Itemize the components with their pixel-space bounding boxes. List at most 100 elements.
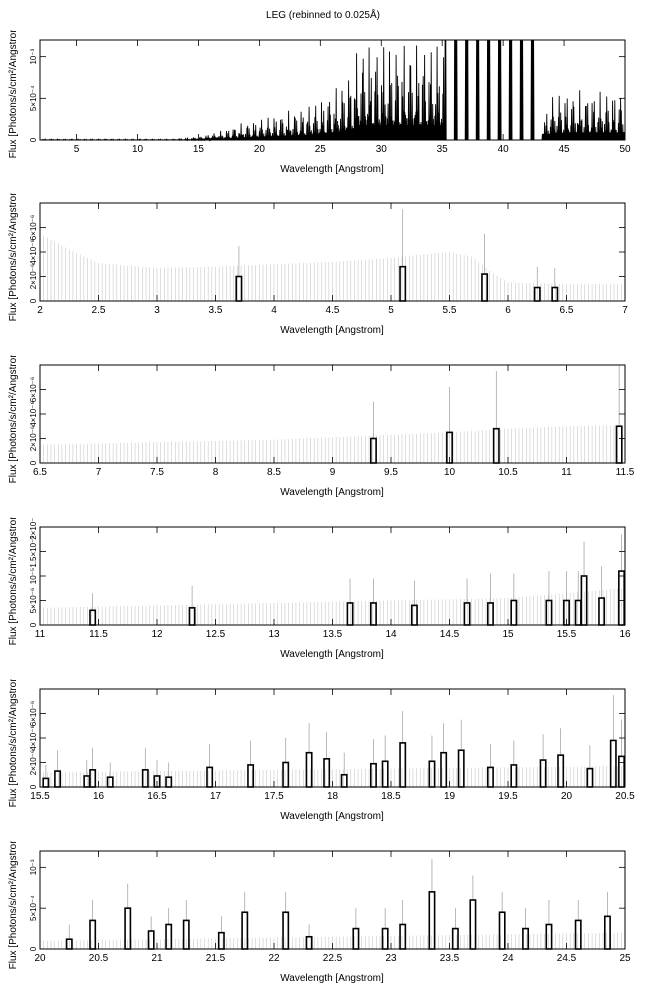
x-tick-label: 30 [376, 144, 388, 155]
y-axis-label: Flux [Photons/s/cm²/Angstrom] [8, 517, 19, 645]
data-bin [539, 759, 547, 788]
data-bin [463, 602, 471, 626]
x-tick-label: 35 [437, 144, 449, 155]
data-bin [410, 604, 418, 626]
data-bin [609, 739, 617, 788]
x-tick-label: 25 [315, 144, 327, 155]
data-bin [451, 927, 459, 950]
y-tick-label: 0 [29, 784, 38, 789]
data-bin [603, 915, 611, 950]
data-bin [305, 935, 313, 950]
x-tick-label: 18 [327, 791, 339, 802]
x-tick-label: 5 [74, 144, 80, 155]
y-tick-label: 2×10⁻⁵ [29, 517, 38, 540]
x-tick-label: 6.5 [560, 305, 574, 316]
y-tick-label: 2×10⁻⁶ [29, 426, 38, 452]
y-tick-label: 2×10⁻⁶ [29, 750, 38, 776]
x-tick-label: 7.5 [150, 467, 164, 478]
y-tick-label: 2×10⁻⁶ [29, 264, 38, 290]
data-bin [586, 767, 594, 788]
data-bin [282, 761, 290, 788]
plot-area [39, 859, 626, 950]
x-tick-label: 21.5 [206, 953, 226, 964]
chart-panel-4: Flux [Photons/s/cm²/Angstrom] Wavelength… [8, 517, 631, 660]
x-tick-label: 5.5 [443, 305, 457, 316]
data-bin [580, 575, 588, 626]
data-bin [340, 773, 348, 788]
y-tick-label: 0 [29, 622, 38, 627]
x-axis-label: Wavelength [Angstrom] [280, 973, 384, 984]
data-bin [352, 927, 360, 950]
data-bin [42, 777, 50, 788]
x-tick-label: 22 [268, 953, 280, 964]
x-tick-label: 17 [210, 791, 222, 802]
data-bin [165, 923, 173, 950]
x-tick-label: 2 [37, 305, 43, 316]
data-bin [369, 602, 377, 626]
x-axis-label: Wavelength [Angstrom] [280, 811, 384, 822]
x-tick-label: 4 [271, 305, 277, 316]
chart-panel-2: Flux [Photons/s/cm²/Angstrom] Wavelength… [8, 193, 628, 336]
data-bin [369, 762, 377, 788]
x-tick-label: 45 [559, 144, 571, 155]
x-tick-label: 5 [388, 305, 394, 316]
x-tick-label: 20.5 [615, 791, 635, 802]
x-tick-label: 9 [330, 467, 336, 478]
data-bin [89, 769, 97, 788]
data-bin [54, 770, 62, 788]
x-axis-label: Wavelength [Angstrom] [280, 325, 384, 336]
data-bin [83, 775, 91, 788]
y-tick-label: 6×10⁻⁶ [29, 701, 38, 727]
data-bin [510, 764, 518, 788]
x-tick-label: 19.5 [498, 791, 518, 802]
y-tick-label: 4×10⁻⁶ [29, 401, 38, 427]
y-tick-label: 5×10⁻⁶ [29, 588, 38, 614]
x-tick-label: 25 [619, 953, 631, 964]
x-tick-label: 24.5 [557, 953, 577, 964]
data-bin [89, 919, 97, 950]
x-tick-label: 4.5 [326, 305, 340, 316]
plot-frame [39, 39, 626, 141]
x-tick-label: 10 [132, 144, 144, 155]
data-bin [165, 776, 173, 788]
chart-panel-3: Flux [Photons/s/cm²/Angstrom] Wavelength… [8, 355, 635, 498]
y-tick-label: 10⁻³ [29, 859, 38, 875]
x-tick-label: 20 [254, 144, 266, 155]
x-tick-label: 24 [502, 953, 514, 964]
spectrum-line [39, 39, 626, 142]
x-tick-label: 22.5 [323, 953, 343, 964]
x-tick-label: 7 [622, 305, 628, 316]
data-bin [522, 927, 530, 950]
x-axis-label: Wavelength [Angstrom] [280, 487, 384, 498]
y-tick-label: 0 [29, 298, 38, 303]
data-bin [141, 769, 149, 788]
x-tick-label: 14 [385, 629, 397, 640]
x-tick-label: 14.5 [440, 629, 460, 640]
y-tick-label: 4×10⁻⁶ [29, 239, 38, 265]
x-tick-label: 40 [498, 144, 510, 155]
y-tick-label: 6×10⁻⁶ [29, 215, 38, 241]
x-tick-label: 13 [268, 629, 280, 640]
data-bin [247, 764, 255, 788]
x-tick-label: 12 [151, 629, 163, 640]
x-axis-label: Wavelength [Angstrom] [280, 649, 384, 660]
data-bin [399, 742, 407, 788]
x-tick-label: 23 [385, 953, 397, 964]
data-bin [89, 609, 97, 626]
data-bin [486, 602, 494, 626]
data-bin [440, 751, 448, 788]
y-tick-label: 0 [29, 137, 38, 142]
y-tick-label: 10⁻⁵ [29, 568, 38, 584]
plot-area [39, 39, 626, 142]
y-tick-label: 5×10⁻⁴ [29, 85, 38, 111]
y-tick-label: 0 [29, 946, 38, 951]
x-tick-label: 15.5 [30, 791, 50, 802]
x-tick-label: 11.5 [616, 467, 635, 478]
x-tick-label: 11 [35, 629, 46, 640]
plot-area [39, 695, 626, 788]
x-tick-label: 13.5 [323, 629, 343, 640]
x-tick-label: 15.5 [557, 629, 577, 640]
data-bin [147, 930, 155, 950]
x-tick-label: 15 [193, 144, 205, 155]
data-bin [217, 931, 225, 950]
